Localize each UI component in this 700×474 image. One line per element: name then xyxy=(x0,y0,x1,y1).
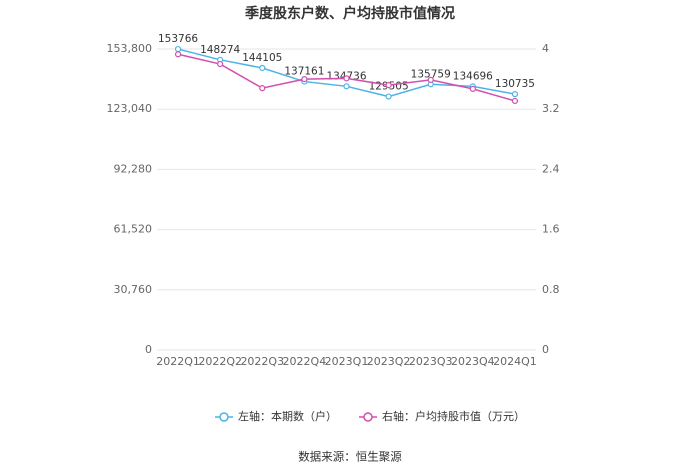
y-tick-label: 30,760 xyxy=(114,283,153,296)
data-label: 148274 xyxy=(200,44,240,56)
x-tick-label: 2023Q1 xyxy=(325,355,369,368)
data-label: 135759 xyxy=(411,68,451,80)
y-tick-label: 61,520 xyxy=(114,223,153,236)
source-note: 数据来源：恒生聚源 xyxy=(298,450,402,464)
y2-tick-label: 2.4 xyxy=(542,162,560,175)
data-label: 137161 xyxy=(284,66,324,78)
x-tick-label: 2022Q4 xyxy=(283,355,327,368)
point xyxy=(427,76,434,83)
chart-title: 季度股东户数、户均持股市值情况 xyxy=(244,5,455,22)
x-tick-label: 2022Q1 xyxy=(156,355,200,368)
y-tick-label: 123,040 xyxy=(107,102,153,115)
point xyxy=(511,97,519,105)
y2-tick-label: 1.6 xyxy=(542,223,560,236)
data-label: 153766 xyxy=(158,33,198,45)
point xyxy=(511,91,519,98)
point xyxy=(174,45,182,53)
data-label: 144105 xyxy=(242,52,282,64)
legend-label: 左轴：本期数（户） xyxy=(238,409,337,423)
y-tick-label: 92,280 xyxy=(114,162,153,175)
x-tick-label: 2023Q4 xyxy=(451,355,495,368)
x-tick-label: 2022Q3 xyxy=(240,355,284,368)
point xyxy=(174,51,182,58)
point xyxy=(385,93,392,100)
y2-tick-label: 4 xyxy=(542,42,549,55)
y2-tick-label: 3.2 xyxy=(542,102,560,115)
point xyxy=(259,64,266,72)
data-label: 134696 xyxy=(453,70,493,82)
point xyxy=(217,60,224,68)
x-tick-label: 2024Q1 xyxy=(493,355,537,368)
point xyxy=(343,75,350,82)
x-tick-label: 2023Q2 xyxy=(367,355,411,368)
point xyxy=(301,75,308,83)
x-tick-label: 2022Q2 xyxy=(198,355,242,368)
x-tick-label: 2023Q3 xyxy=(409,355,453,368)
legend-marker xyxy=(363,412,373,422)
point xyxy=(469,85,476,92)
y2-tick-label: 0.8 xyxy=(542,283,560,296)
y2-tick-label: 0 xyxy=(542,343,549,356)
y-tick-label: 0 xyxy=(145,343,152,356)
data-label: 130735 xyxy=(495,78,535,90)
y-tick-label: 153,800 xyxy=(107,42,153,55)
legend-label: 右轴：户均持股市值（万元） xyxy=(382,409,525,423)
point xyxy=(259,85,266,92)
legend-marker xyxy=(219,412,229,422)
point xyxy=(385,82,392,89)
point xyxy=(343,83,350,90)
